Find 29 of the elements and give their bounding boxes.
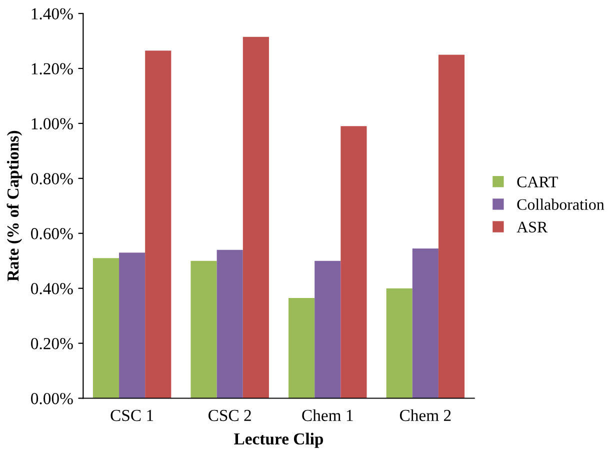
- x-axis-title: Lecture Clip: [234, 432, 324, 448]
- y-tick-label: 1.20%: [32, 63, 73, 74]
- y-tick-label: 0.00%: [31, 392, 73, 404]
- bar: [92, 258, 120, 398]
- x-tick-label: CSC 2: [208, 410, 251, 422]
- bar: [412, 248, 438, 398]
- bar: [314, 260, 341, 398]
- y-tick-label: 1.40%: [32, 8, 73, 20]
- bar: [119, 252, 146, 398]
- x-tick-label: CSC 1: [110, 410, 154, 422]
- y-axis-title: Rate (% of Captions): [6, 130, 22, 282]
- y-tick-label: 0.80%: [31, 173, 73, 184]
- bar: [242, 36, 269, 398]
- y-tick-label: 0.40%: [31, 283, 73, 294]
- y-tick-label: 1.00%: [32, 118, 73, 130]
- bar: [438, 54, 465, 398]
- bar: [145, 50, 172, 398]
- y-tick-label: 0.60%: [31, 228, 73, 240]
- bar: [386, 288, 412, 398]
- x-tick-label: Chem 2: [400, 409, 451, 422]
- bar: [216, 250, 243, 398]
- y-tick-label: 0.20%: [31, 338, 73, 350]
- bar: [190, 260, 217, 398]
- bar: [288, 298, 315, 398]
- legend-label: CART: [517, 176, 558, 188]
- bar: [340, 126, 367, 398]
- legend-label: ASR: [516, 222, 548, 232]
- x-tick-label: Chem 1: [302, 409, 353, 422]
- legend-label: Collaboration: [517, 198, 604, 210]
